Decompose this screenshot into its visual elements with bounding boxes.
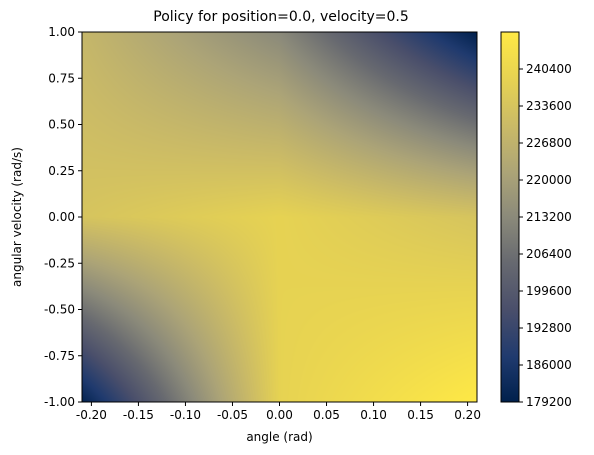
chart-title: Policy for position=0.0, velocity=0.5	[153, 9, 408, 25]
colorbar-tick-label: 179200	[526, 395, 572, 409]
y-tick-label: -1.00	[44, 395, 75, 409]
colorbar-axis: 240400 233600 226800 220000 213200 206400 1996…	[519, 62, 572, 409]
x-tick-label: -0.10	[170, 408, 201, 422]
x-tick-label: 0.10	[360, 408, 387, 422]
y-tick-label: -0.50	[44, 303, 75, 317]
x-tick-label: -0.05	[217, 408, 248, 422]
x-tick-label: 0.05	[313, 408, 340, 422]
colorbar-tick-label: 240400	[526, 62, 572, 76]
colorbar-tick-label: 199600	[526, 284, 572, 298]
colorbar-tick-label: 186000	[526, 358, 572, 372]
x-tick-label: 0.00	[266, 408, 293, 422]
y-tick-label: 0.50	[48, 118, 75, 132]
y-tick-label: 0.00	[48, 210, 75, 224]
colorbar-tick-label: 206400	[526, 247, 572, 261]
x-tick-label: 0.15	[407, 408, 434, 422]
colorbar-tick-label: 233600	[526, 99, 572, 113]
x-axis: -0.20 -0.15 -0.10 -0.05 0.00 0.05 0.10 0.15 0.20	[76, 402, 481, 422]
y-tick-label: 0.75	[48, 71, 75, 85]
y-tick-label: -0.75	[44, 349, 75, 363]
x-axis-label: angle (rad)	[246, 430, 312, 444]
x-tick-label: -0.20	[76, 408, 107, 422]
y-tick-label: 0.25	[48, 164, 75, 178]
colorbar-tick-label: 226800	[526, 136, 572, 150]
x-tick-label: 0.20	[454, 408, 481, 422]
colorbar-tick-label: 213200	[526, 210, 572, 224]
y-tick-label: -0.25	[44, 256, 75, 270]
y-axis: 1.00 0.75 0.50 0.25 0.00 -0.25 -0.50 -0.75 -1.00	[44, 25, 82, 409]
heatmap	[82, 32, 477, 402]
y-tick-label: 1.00	[48, 25, 75, 39]
colorbar	[501, 32, 519, 402]
colorbar-tick-label: 192800	[526, 321, 572, 335]
colorbar-tick-label: 220000	[526, 173, 572, 187]
y-axis-label: angular velocity (rad/s)	[10, 147, 24, 287]
x-tick-label: -0.15	[123, 408, 154, 422]
